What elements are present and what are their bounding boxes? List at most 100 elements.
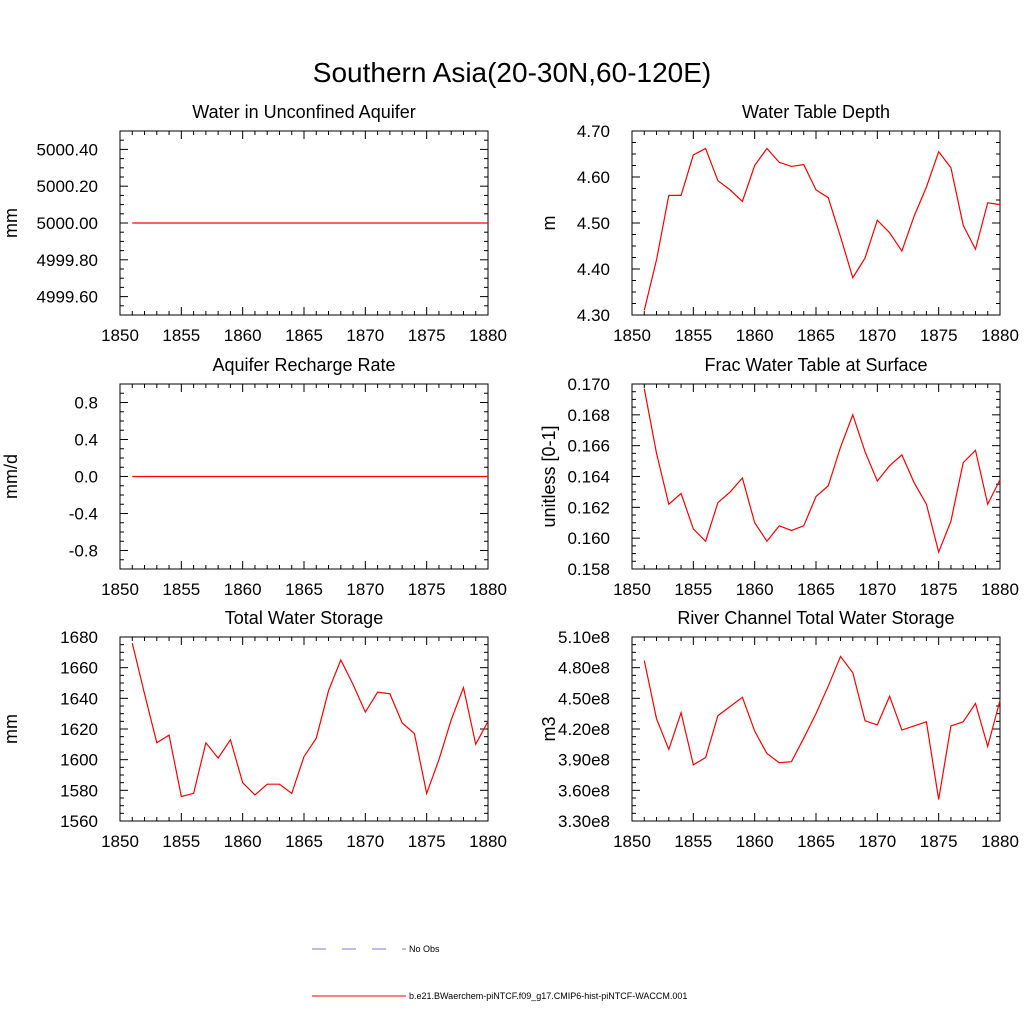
y-tick-label: 0.164	[567, 468, 610, 487]
legend: No Obs b.e21.BWaerchem-piNTCF.f09_g17.CM…	[312, 944, 687, 1001]
series-line	[643, 655, 1001, 800]
y-tick-label: 5000.00	[37, 214, 98, 233]
x-tick-label: 1855	[162, 326, 200, 345]
x-tick-label: 1875	[408, 580, 446, 599]
x-tick-label: 1880	[469, 832, 507, 851]
x-tick-label: 1865	[285, 580, 323, 599]
y-tick-label: 4999.60	[37, 288, 98, 307]
y-tick-label: 4.50	[577, 214, 610, 233]
x-tick-label: 1880	[981, 832, 1019, 851]
x-tick-label: 1855	[674, 580, 712, 599]
y-tick-label: 5.10e8	[558, 628, 610, 647]
y-tick-label: 4.50e8	[558, 689, 610, 708]
panel-1: Water in Unconfined Aquifer mm 1850 1855 186…	[1, 102, 507, 345]
y-tick-label: 4.20e8	[558, 720, 610, 739]
plot-frame	[119, 636, 489, 822]
x-tick-label: 1850	[101, 580, 139, 599]
y-tick-label: 4.60	[577, 168, 610, 187]
x-tick-label: 1880	[981, 580, 1019, 599]
y-tick-label: 0.168	[567, 406, 610, 425]
x-tick-label: 1865	[797, 832, 835, 851]
y-tick-label: 0.0	[74, 468, 98, 487]
panel-title: Aquifer Recharge Rate	[212, 355, 395, 375]
y-tick-label: 0.166	[567, 437, 610, 456]
x-tick-label: 1875	[920, 326, 958, 345]
x-tick-label: 1880	[469, 326, 507, 345]
panel-title: Water in Unconfined Aquifer	[192, 102, 415, 122]
x-tick-label: 1850	[613, 832, 651, 851]
x-tick-label: 1850	[101, 832, 139, 851]
x-tick-label: 1870	[858, 832, 896, 851]
y-tick-label: 1580	[60, 781, 98, 800]
panel-2: Water Table Depth m 1850 1855 1860 1865 1870 18…	[539, 102, 1019, 345]
y-tick-label: 4.40	[577, 260, 610, 279]
y-axis-label: mm	[1, 208, 21, 238]
y-tick-label: -0.8	[69, 542, 98, 561]
figure-title: Southern Asia(20-30N,60-120E)	[313, 57, 711, 88]
y-tick-label: 4.80e8	[558, 659, 610, 678]
y-tick-label: 4.70	[577, 122, 610, 141]
x-tick-label: 1855	[162, 580, 200, 599]
x-tick-label: 1850	[613, 580, 651, 599]
y-tick-label: 1640	[60, 689, 98, 708]
panel-title: Water Table Depth	[742, 102, 890, 122]
y-tick-label: 1680	[60, 628, 98, 647]
x-tick-label: 1865	[285, 326, 323, 345]
x-tick-label: 1860	[736, 832, 774, 851]
panel-title: River Channel Total Water Storage	[677, 608, 954, 628]
x-tick-label: 1860	[224, 326, 262, 345]
y-tick-label: 0.162	[567, 498, 610, 517]
legend-label-no-obs: No Obs	[409, 944, 440, 954]
y-tick-label: 5000.40	[37, 140, 98, 159]
y-tick-label: 0.160	[567, 529, 610, 548]
x-tick-label: 1870	[346, 580, 384, 599]
y-tick-label: 0.170	[567, 375, 610, 394]
x-tick-label: 1880	[469, 580, 507, 599]
y-tick-label: 4.30	[577, 306, 610, 325]
x-tick-label: 1850	[101, 326, 139, 345]
x-tick-label: 1855	[674, 326, 712, 345]
series-line	[131, 642, 489, 798]
y-tick-label: 0.8	[74, 394, 98, 413]
y-tick-label: 1660	[60, 659, 98, 678]
x-tick-label: 1865	[797, 580, 835, 599]
y-tick-label: 0.4	[74, 431, 98, 450]
x-tick-label: 1855	[162, 832, 200, 851]
x-tick-label: 1860	[736, 580, 774, 599]
y-tick-label: 3.60e8	[558, 781, 610, 800]
series-line	[643, 388, 1001, 554]
panel-3: Aquifer Recharge Rate mm/d 1850 1855 1860 186…	[1, 355, 507, 599]
y-tick-label: 1600	[60, 751, 98, 770]
x-tick-label: 1875	[408, 326, 446, 345]
y-axis-label: m3	[539, 716, 559, 741]
panel-title: Frac Water Table at Surface	[704, 355, 927, 375]
y-tick-label: 3.90e8	[558, 751, 610, 770]
y-tick-label: -0.4	[69, 505, 98, 524]
y-tick-label: 5000.20	[37, 177, 98, 196]
x-tick-label: 1870	[858, 326, 896, 345]
x-tick-label: 1870	[858, 580, 896, 599]
panel-4: Frac Water Table at Surface unitless [0-1…	[539, 355, 1019, 599]
panel-6: River Channel Total Water Storage m3 1850 1…	[539, 608, 1019, 851]
y-tick-label: 3.30e8	[558, 812, 610, 831]
y-tick-label: 4999.80	[37, 251, 98, 270]
y-axis-label: unitless [0-1]	[539, 425, 559, 527]
panel-5: Total Water Storage mm 1850 1855 1860 1865 187…	[1, 608, 507, 851]
y-axis-label: m	[539, 216, 559, 231]
x-tick-label: 1860	[736, 326, 774, 345]
x-tick-label: 1870	[346, 832, 384, 851]
x-tick-label: 1850	[613, 326, 651, 345]
x-tick-label: 1870	[346, 326, 384, 345]
legend-label-model: b.e21.BWaerchem-piNTCF.f09_g17.CMIP6-his…	[409, 991, 687, 1001]
x-tick-label: 1880	[981, 326, 1019, 345]
x-tick-label: 1865	[285, 832, 323, 851]
x-tick-label: 1875	[920, 832, 958, 851]
plot-frame	[631, 636, 1001, 822]
x-tick-label: 1875	[408, 832, 446, 851]
y-axis-label: mm	[1, 714, 21, 744]
panel-title: Total Water Storage	[225, 608, 383, 628]
x-tick-label: 1875	[920, 580, 958, 599]
x-tick-label: 1860	[224, 832, 262, 851]
y-tick-label: 1560	[60, 812, 98, 831]
